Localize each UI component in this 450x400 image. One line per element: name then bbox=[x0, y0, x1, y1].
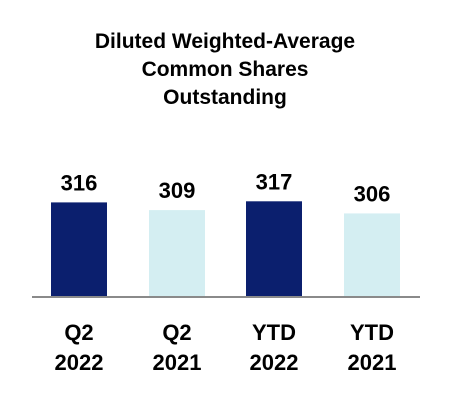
bar-1 bbox=[51, 202, 107, 297]
category-label-2-line-1: Q2 bbox=[162, 320, 191, 345]
category-label-3-line-2: 2022 bbox=[250, 350, 299, 375]
category-label-2-line-2: 2021 bbox=[153, 350, 202, 375]
data-label-2: 309 bbox=[159, 178, 196, 203]
data-label-1: 316 bbox=[61, 170, 98, 195]
bar-3 bbox=[246, 201, 302, 297]
data-label-4: 306 bbox=[354, 181, 391, 206]
category-label-1-line-1: Q2 bbox=[64, 320, 93, 345]
category-label-3-line-1: YTD bbox=[252, 320, 296, 345]
bar-4 bbox=[344, 213, 400, 297]
chart-title-line-1: Diluted Weighted-Average bbox=[94, 30, 356, 53]
chart-title-line-3: Outstanding bbox=[163, 86, 287, 109]
category-label-1-line-2: 2022 bbox=[55, 350, 104, 375]
data-label-3: 317 bbox=[256, 169, 293, 194]
chart-title-line-2: Common Shares bbox=[141, 58, 309, 81]
category-label-4-line-1: YTD bbox=[350, 320, 394, 345]
bar-2 bbox=[149, 210, 205, 297]
chart-title: Diluted Weighted-Average Common Shares O… bbox=[0, 28, 450, 112]
category-label-4-line-2: 2021 bbox=[348, 350, 397, 375]
